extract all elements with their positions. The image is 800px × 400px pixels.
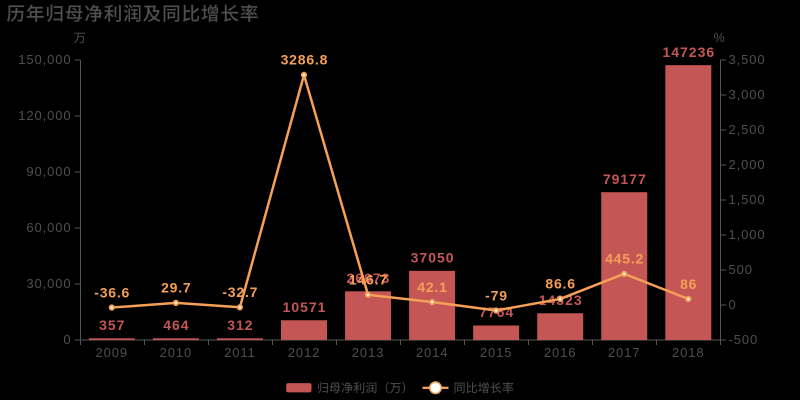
svg-text:312: 312	[227, 317, 253, 333]
svg-text:445.2: 445.2	[605, 251, 644, 267]
svg-text:1,000: 1,000	[729, 227, 766, 242]
svg-text:0: 0	[63, 332, 71, 347]
svg-text:%: %	[714, 31, 725, 45]
svg-text:2018: 2018	[672, 345, 705, 360]
svg-text:79177: 79177	[603, 171, 647, 187]
svg-text:86.6: 86.6	[545, 276, 575, 292]
svg-text:120,000: 120,000	[18, 108, 71, 123]
svg-text:2012: 2012	[288, 345, 321, 360]
svg-text:2010: 2010	[160, 345, 193, 360]
svg-text:2011: 2011	[224, 345, 256, 360]
svg-text:30,000: 30,000	[26, 276, 71, 291]
svg-text:0: 0	[729, 297, 737, 312]
svg-text:150,000: 150,000	[18, 52, 71, 67]
svg-text:-36.6: -36.6	[94, 284, 130, 300]
svg-text:464: 464	[163, 317, 189, 333]
svg-text:357: 357	[99, 317, 125, 333]
svg-text:42.1: 42.1	[417, 279, 447, 295]
svg-text:3,500: 3,500	[729, 52, 766, 67]
svg-text:-500: -500	[729, 332, 759, 347]
svg-text:2017: 2017	[608, 345, 641, 360]
svg-text:60,000: 60,000	[26, 220, 71, 235]
svg-text:-32.7: -32.7	[222, 284, 258, 300]
svg-text:147236: 147236	[662, 44, 715, 60]
svg-text:86: 86	[680, 276, 697, 292]
svg-text:2016: 2016	[544, 345, 577, 360]
svg-text:146.7: 146.7	[349, 272, 388, 288]
svg-text:1,500: 1,500	[729, 192, 766, 207]
svg-text:90,000: 90,000	[26, 164, 71, 179]
svg-text:2009: 2009	[96, 345, 129, 360]
svg-text:500: 500	[729, 262, 753, 277]
svg-text:3,000: 3,000	[729, 87, 766, 102]
svg-text:2,000: 2,000	[729, 157, 766, 172]
svg-text:2015: 2015	[480, 345, 513, 360]
svg-text:-79: -79	[485, 287, 508, 303]
svg-text:26073: 26073	[347, 270, 391, 286]
svg-text:29.7: 29.7	[161, 280, 191, 296]
svg-text:2014: 2014	[416, 345, 449, 360]
svg-text:10571: 10571	[283, 299, 327, 315]
svg-text:3286.8: 3286.8	[281, 52, 329, 68]
svg-text:37050: 37050	[411, 250, 455, 266]
svg-text:2013: 2013	[352, 345, 385, 360]
svg-text:2,500: 2,500	[729, 122, 766, 137]
